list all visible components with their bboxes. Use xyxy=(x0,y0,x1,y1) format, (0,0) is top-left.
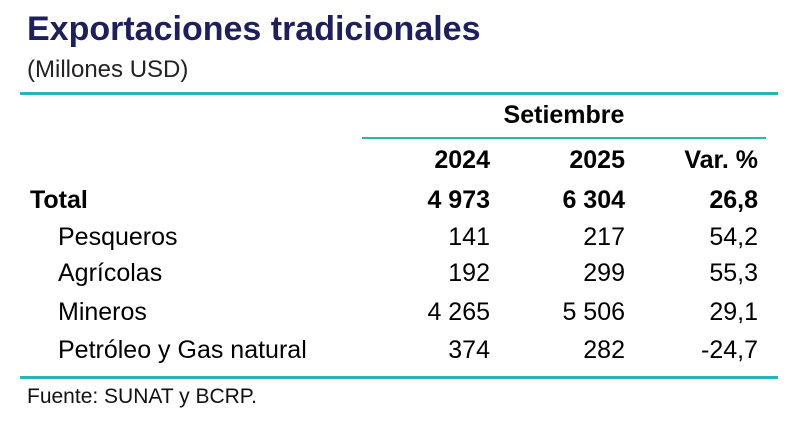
bottom-rule xyxy=(20,376,778,379)
table-cell: 217 xyxy=(583,223,625,251)
table-cell: 29,1 xyxy=(709,298,758,326)
column-header-var: Var. % xyxy=(684,146,758,174)
table-title: Exportaciones tradicionales xyxy=(27,10,481,48)
table-cell: 374 xyxy=(448,336,490,364)
table-cell: 54,2 xyxy=(709,223,758,251)
column-header-2024: 2024 xyxy=(434,146,490,174)
table-cell: 299 xyxy=(583,259,625,287)
table-cell: 5 506 xyxy=(562,298,625,326)
period-header: Setiembre xyxy=(503,101,625,129)
table-cell: 192 xyxy=(448,259,490,287)
row-label: Agrícolas xyxy=(58,259,163,287)
table-cell: 55,3 xyxy=(709,259,758,287)
row-label: Pesqueros xyxy=(58,223,178,251)
period-underline xyxy=(362,137,766,139)
top-rule xyxy=(20,92,778,95)
table-cell: -24,7 xyxy=(701,336,758,364)
table-cell: 282 xyxy=(583,336,625,364)
row-label: Mineros xyxy=(58,298,147,326)
source-note: Fuente: SUNAT y BCRP. xyxy=(27,385,257,408)
row-label: Petróleo y Gas natural xyxy=(58,336,307,364)
table-subtitle: (Millones USD) xyxy=(27,56,189,83)
table-cell: 6 304 xyxy=(562,186,625,214)
column-header-2025: 2025 xyxy=(569,146,625,174)
table-cell: 4 973 xyxy=(427,186,490,214)
row-label: Total xyxy=(30,186,88,214)
table-cell: 4 265 xyxy=(427,298,490,326)
table-cell: 26,8 xyxy=(709,186,758,214)
table-cell: 141 xyxy=(448,223,490,251)
